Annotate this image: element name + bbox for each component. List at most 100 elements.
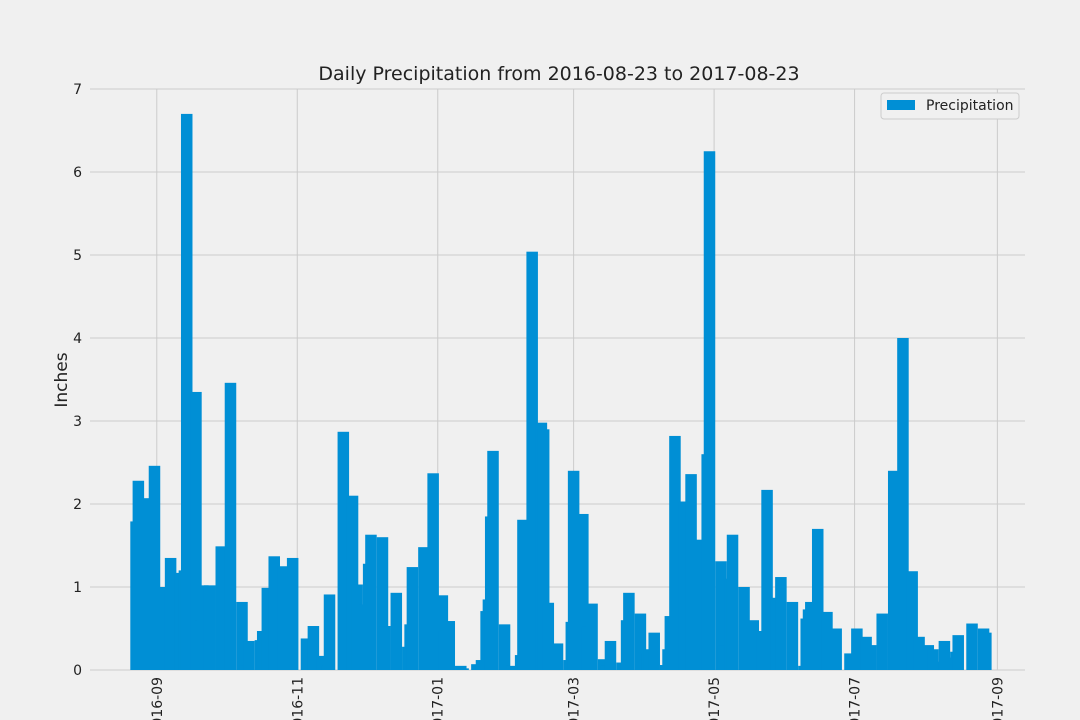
bar: [694, 539, 707, 670]
bar: [537, 429, 550, 670]
bar: [876, 613, 888, 670]
bar: [761, 489, 773, 670]
x-tick-label: 2017-09: [990, 677, 1006, 720]
bar: [517, 519, 529, 670]
bar: [498, 624, 511, 670]
bar: [887, 470, 900, 670]
bar: [678, 501, 690, 670]
x-tick-label: 2017-03: [567, 677, 583, 720]
bars: [130, 113, 992, 670]
bar: [215, 546, 228, 670]
bar: [236, 601, 248, 670]
y-tick-label: 4: [73, 331, 82, 347]
bar: [927, 649, 939, 670]
bar: [268, 556, 280, 670]
bar: [418, 547, 430, 670]
bar: [703, 151, 716, 670]
bar: [623, 592, 635, 670]
bar: [164, 557, 177, 670]
bar: [351, 584, 363, 670]
y-tick-label: 7: [73, 82, 82, 98]
bar: [224, 382, 237, 670]
bar: [443, 621, 456, 670]
bar: [805, 601, 817, 670]
bar: [406, 567, 419, 670]
bar: [365, 534, 377, 670]
bar: [203, 585, 216, 670]
bar: [455, 665, 467, 670]
bar: [726, 534, 739, 670]
x-tick-label: 2016-11: [290, 677, 306, 720]
bar: [717, 645, 730, 670]
bar: [586, 603, 598, 670]
bar: [786, 601, 799, 670]
bar: [197, 585, 209, 670]
x-tick-label: 2016-09: [150, 677, 166, 720]
bar: [577, 513, 589, 670]
bar: [669, 435, 681, 670]
bar: [604, 640, 617, 670]
bar: [906, 571, 918, 670]
bar: [157, 587, 170, 670]
bar: [141, 498, 154, 670]
bar: [190, 391, 202, 670]
chart-title: Daily Precipitation from 2016-08-23 to 2…: [318, 63, 799, 85]
y-tick-label: 0: [73, 663, 82, 679]
bar: [821, 611, 833, 670]
bar: [980, 632, 992, 670]
bar: [938, 640, 951, 670]
y-tick-label: 2: [73, 497, 82, 513]
bar: [952, 635, 964, 670]
bar: [148, 465, 161, 670]
bar: [505, 665, 518, 670]
bar: [775, 577, 787, 670]
labels: 0 1 2 3 4 5 6 7 2016-09 2016-11 2017-01 2017-03 2017…: [73, 82, 1006, 720]
bar: [567, 470, 580, 670]
bar: [844, 653, 856, 670]
bar: [966, 623, 978, 670]
x-tick-label: 2017-07: [848, 677, 864, 720]
bar: [277, 566, 290, 670]
legend-box: [880, 92, 1020, 120]
bar: [337, 431, 350, 670]
bar: [851, 628, 863, 670]
bar: [427, 473, 439, 670]
bar: [634, 613, 647, 670]
bar: [243, 640, 255, 670]
bar: [261, 587, 274, 670]
bar: [811, 528, 824, 670]
bar: [323, 594, 336, 670]
bar: [551, 643, 564, 670]
y-tick-label: 3: [73, 414, 82, 430]
x-tick-label: 2017-05: [707, 677, 723, 720]
bar: [487, 450, 499, 670]
x-tick-label: 2017-01: [431, 677, 447, 720]
bar: [913, 636, 925, 670]
bar: [376, 537, 389, 670]
bar: [300, 638, 313, 670]
bar: [685, 474, 697, 670]
bar: [738, 587, 750, 670]
y-tick-label: 5: [73, 248, 82, 264]
bar: [526, 251, 538, 670]
y-tick-label: 6: [73, 165, 82, 181]
y-tick-label: 1: [73, 580, 82, 596]
bar: [286, 557, 299, 670]
bar: [864, 645, 877, 670]
legend: Precipitation: [880, 92, 1020, 120]
bar: [346, 495, 359, 670]
bar: [390, 592, 403, 670]
bar: [379, 626, 391, 670]
bar: [457, 668, 469, 670]
bar: [180, 113, 193, 670]
bar: [597, 659, 610, 670]
bar: [715, 561, 727, 670]
bar: [307, 626, 320, 670]
bar: [830, 628, 842, 670]
bar: [542, 602, 555, 670]
bar: [132, 480, 145, 670]
bar: [648, 632, 660, 670]
bar: [897, 338, 909, 670]
